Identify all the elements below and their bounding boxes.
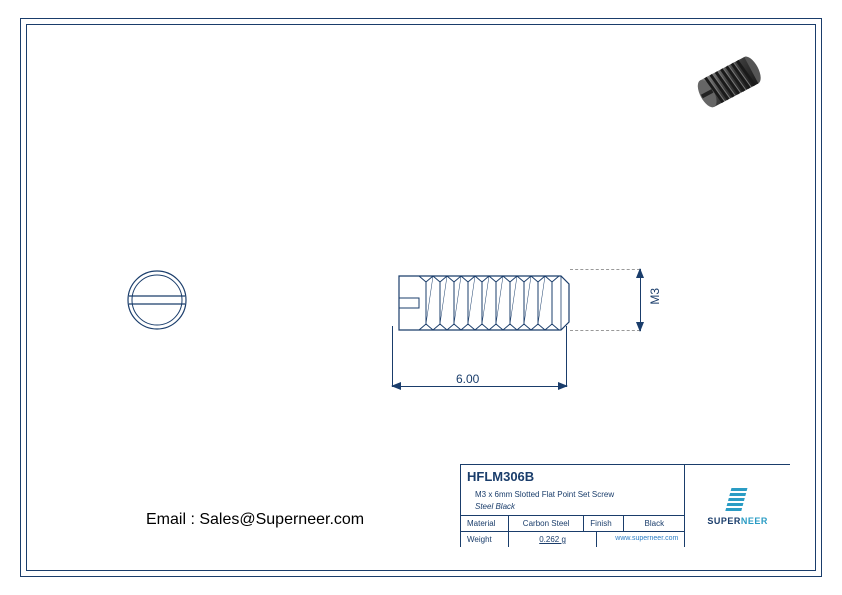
material-value: Carbon Steel (509, 516, 584, 531)
dimension-length-label: 6.00 (456, 372, 479, 386)
weight-label: Weight (461, 532, 509, 547)
logo-text-post: NEER (741, 516, 768, 526)
part-description: M3 x 6mm Slotted Flat Point Set Screw (461, 488, 684, 502)
dimension-length (392, 374, 567, 404)
part-number: HFLM306B (461, 465, 684, 488)
finish-value: Black (624, 516, 684, 531)
company-url[interactable]: www.superneer.com (597, 532, 684, 547)
logo-text-pre: SUPER (707, 516, 741, 526)
screw-end-view (126, 269, 188, 331)
finish-label: Finish (584, 516, 624, 531)
contact-email: Email : Sales@Superneer.com (146, 511, 364, 529)
dimension-diameter-label: M3 (648, 288, 662, 305)
part-description-2: Steel Black (461, 502, 684, 515)
page: 6.00 M3 Email : Sales@Superneer.com HFLM… (0, 0, 842, 595)
screw-3d-view (686, 54, 776, 109)
material-label: Material (461, 516, 509, 531)
logo-text: SUPERNEER (707, 516, 768, 526)
logo-icon (724, 486, 752, 514)
company-logo: SUPERNEER (685, 465, 790, 547)
weight-value: 0.262 g (509, 532, 597, 547)
title-block: HFLM306B M3 x 6mm Slotted Flat Point Set… (460, 464, 790, 547)
drawing-area: 6.00 M3 Email : Sales@Superneer.com HFLM… (26, 24, 816, 571)
